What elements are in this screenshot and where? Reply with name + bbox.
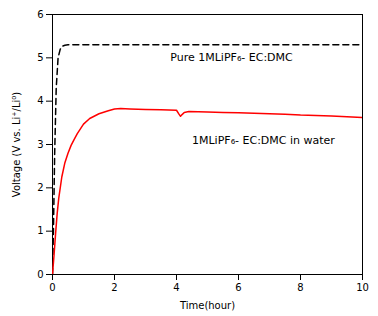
svg-text:Pure 1MLiPF₆- EC:DMC: Pure 1MLiPF₆- EC:DMC [170,51,293,64]
svg-text:10: 10 [356,282,369,293]
svg-text:0: 0 [49,282,55,293]
svg-text:2: 2 [111,282,117,293]
svg-text:5: 5 [37,52,43,63]
svg-text:1: 1 [37,225,43,236]
svg-text:Voltage (V vs. Li⁺/Li⁰): Voltage (V vs. Li⁺/Li⁰) [11,92,22,197]
svg-text:8: 8 [297,282,303,293]
svg-text:6: 6 [37,9,43,20]
svg-text:0: 0 [37,269,43,280]
svg-text:2: 2 [37,182,43,193]
svg-text:6: 6 [235,282,241,293]
svg-text:4: 4 [173,282,179,293]
svg-text:4: 4 [37,95,43,106]
svg-text:3: 3 [37,139,43,150]
svg-text:1MLiPF₆- EC:DMC in water: 1MLiPF₆- EC:DMC in water [192,134,335,147]
svg-text:Time(hour): Time(hour) [179,300,235,311]
